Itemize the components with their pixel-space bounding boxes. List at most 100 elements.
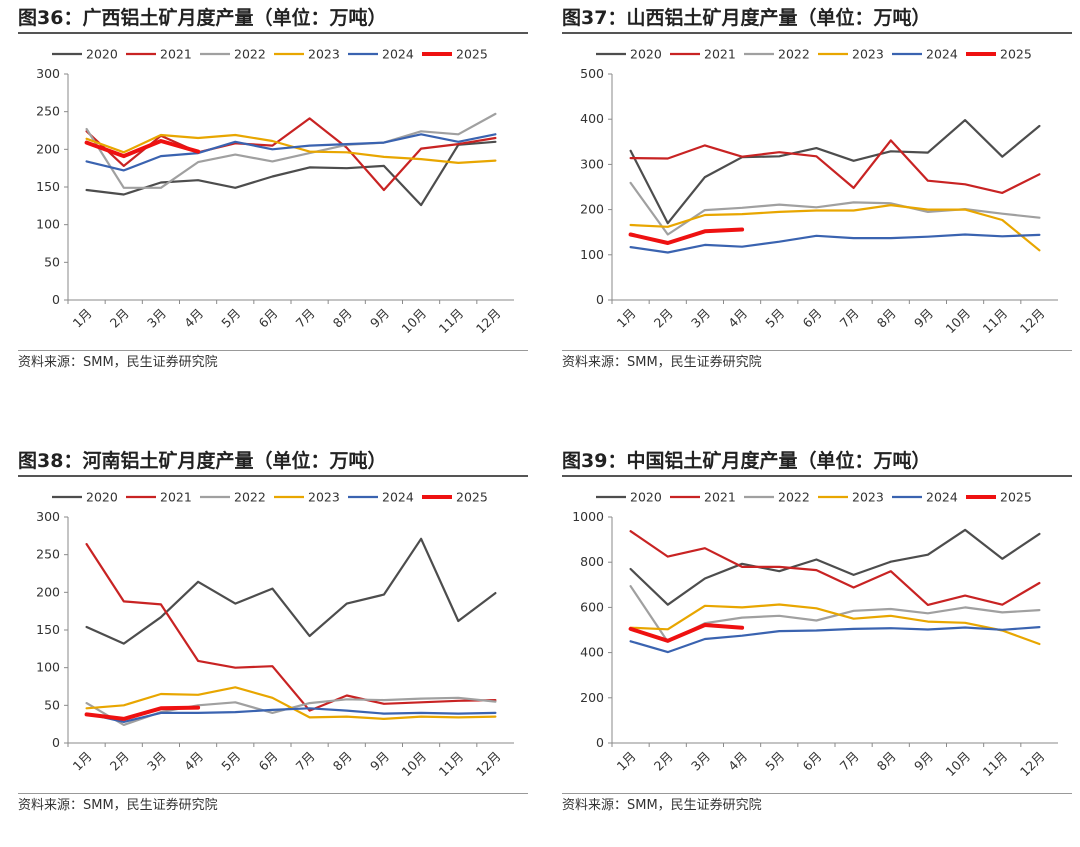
x-tick-label: 12月	[473, 749, 504, 780]
y-tick-label: 200	[36, 141, 60, 156]
y-tick-label: 200	[580, 202, 604, 217]
y-tick-label: 150	[36, 179, 60, 194]
legend-label-2024: 2024	[382, 490, 414, 505]
x-tick-label: 4月	[181, 306, 206, 331]
x-tick-label: 4月	[725, 306, 750, 331]
series-line-2020	[85, 537, 497, 645]
y-tick-label: 200	[36, 584, 60, 599]
y-tick-label: 400	[580, 111, 604, 126]
legend-label-2020: 2020	[630, 47, 662, 62]
y-tick-label: 100	[36, 217, 60, 232]
x-tick-label: 9月	[911, 749, 936, 774]
y-tick-label: 800	[580, 554, 604, 569]
series-line-2025	[84, 705, 201, 721]
x-tick-label: 10月	[399, 306, 430, 337]
y-tick-label: 1000	[572, 509, 604, 524]
x-tick-label: 2月	[107, 306, 132, 331]
chart-title: 图37：山西铝土矿月度产量（单位：万吨）	[562, 4, 1072, 34]
chart-title: 图36：广西铝土矿月度产量（单位：万吨）	[18, 4, 528, 34]
x-tick-label: 10月	[943, 749, 974, 780]
x-tick-label: 10月	[399, 749, 430, 780]
x-tick-label: 8月	[330, 749, 355, 774]
y-tick-label: 100	[36, 660, 60, 675]
x-tick-label: 12月	[473, 306, 504, 337]
series-line-2023	[85, 686, 497, 720]
x-tick-label: 6月	[255, 749, 280, 774]
y-tick-label: 250	[36, 104, 60, 119]
series-line-2024	[85, 707, 497, 723]
x-tick-label: 1月	[70, 306, 95, 331]
x-tick-label: 2月	[107, 749, 132, 774]
legend-label-2021: 2021	[704, 47, 736, 62]
series-line-2022	[629, 181, 1041, 236]
x-tick-label: 7月	[837, 306, 862, 331]
legend-label-2022: 2022	[234, 490, 266, 505]
legend-label-2022: 2022	[778, 47, 810, 62]
legend-label-2021: 2021	[160, 490, 192, 505]
legend-label-2023: 2023	[852, 47, 884, 62]
legend-label-2021: 2021	[160, 47, 192, 62]
legend-label-2024: 2024	[382, 47, 414, 62]
legend-label-2024: 2024	[926, 490, 958, 505]
series-line-2023	[85, 133, 497, 165]
y-tick-label: 0	[596, 292, 604, 307]
series-line-2021	[629, 139, 1041, 194]
y-tick-label: 150	[36, 622, 60, 637]
series-line-2022	[85, 112, 497, 189]
legend-label-2023: 2023	[308, 490, 340, 505]
chart-source: 资料来源：SMM，民生证券研究院	[18, 793, 528, 816]
x-tick-label: 9月	[367, 749, 392, 774]
y-tick-label: 300	[36, 66, 60, 81]
series-line-2024	[629, 233, 1041, 254]
x-tick-label: 6月	[255, 306, 280, 331]
x-tick-label: 7月	[293, 306, 318, 331]
series-line-2025	[628, 227, 745, 245]
series-line-2021	[629, 530, 1041, 607]
line-chart-shanxi: 0 100 200 300 400 500 1月 2月 3月 4月 5月 6月 7月 8月 9月 10月 11月…	[562, 38, 1072, 346]
x-tick-label: 11月	[436, 749, 467, 780]
legend-label-2022: 2022	[234, 47, 266, 62]
x-tick-label: 1月	[70, 749, 95, 774]
chart-title: 图39：中国铝土矿月度产量（单位：万吨）	[562, 447, 1072, 477]
legend-label-2020: 2020	[630, 490, 662, 505]
series-line-2020	[629, 528, 1041, 606]
legend-label-2025: 2025	[1000, 490, 1032, 505]
chart-panel-henan: 图38：河南铝土矿月度产量（单位：万吨） 0 50 100 150 200 250 300 1…	[18, 447, 528, 847]
x-tick-label: 7月	[837, 749, 862, 774]
x-tick-label: 3月	[688, 306, 713, 331]
y-tick-label: 200	[580, 690, 604, 705]
chart-svg: 0 100 200 300 400 500 1月 2月 3月 4月 5月 6月 7月 8月 9月 10月 11月…	[580, 47, 1058, 337]
x-tick-label: 5月	[218, 306, 243, 331]
legend-label-2022: 2022	[778, 490, 810, 505]
legend-label-2020: 2020	[86, 490, 118, 505]
x-tick-label: 5月	[762, 749, 787, 774]
y-tick-label: 600	[580, 599, 604, 614]
legend-label-2024: 2024	[926, 47, 958, 62]
chart-panel-guangxi: 图36：广西铝土矿月度产量（单位：万吨） 0 50 100 150 200 250 300 1…	[18, 4, 528, 404]
legend-label-2020: 2020	[86, 47, 118, 62]
x-tick-label: 12月	[1017, 749, 1048, 780]
x-tick-label: 7月	[293, 749, 318, 774]
x-tick-label: 1月	[614, 749, 639, 774]
x-tick-label: 3月	[144, 306, 169, 331]
x-tick-label: 12月	[1017, 306, 1048, 337]
y-tick-label: 0	[596, 735, 604, 750]
y-tick-label: 300	[36, 509, 60, 524]
x-tick-label: 8月	[874, 306, 899, 331]
y-tick-label: 300	[580, 156, 604, 171]
legend-label-2025: 2025	[1000, 47, 1032, 62]
x-tick-label: 3月	[688, 749, 713, 774]
series-line-2023	[629, 603, 1041, 646]
x-tick-label: 2月	[651, 749, 676, 774]
y-tick-label: 100	[580, 247, 604, 262]
x-tick-label: 5月	[218, 749, 243, 774]
series-line-2023	[629, 204, 1041, 252]
series-line-2021	[85, 542, 497, 712]
line-chart-guangxi: 0 50 100 150 200 250 300 1月 2月 3月 4月 5月 6月 7月 8月 9月 10月 1…	[18, 38, 528, 346]
chart-svg: 0 200 400 600 800 1000 1月 2月 3月 4月 5月 6月 7月 8月 9月 10月 11…	[572, 490, 1058, 780]
x-tick-label: 9月	[367, 306, 392, 331]
chart-source: 资料来源：SMM，民生证券研究院	[562, 350, 1072, 373]
x-tick-label: 6月	[799, 306, 824, 331]
